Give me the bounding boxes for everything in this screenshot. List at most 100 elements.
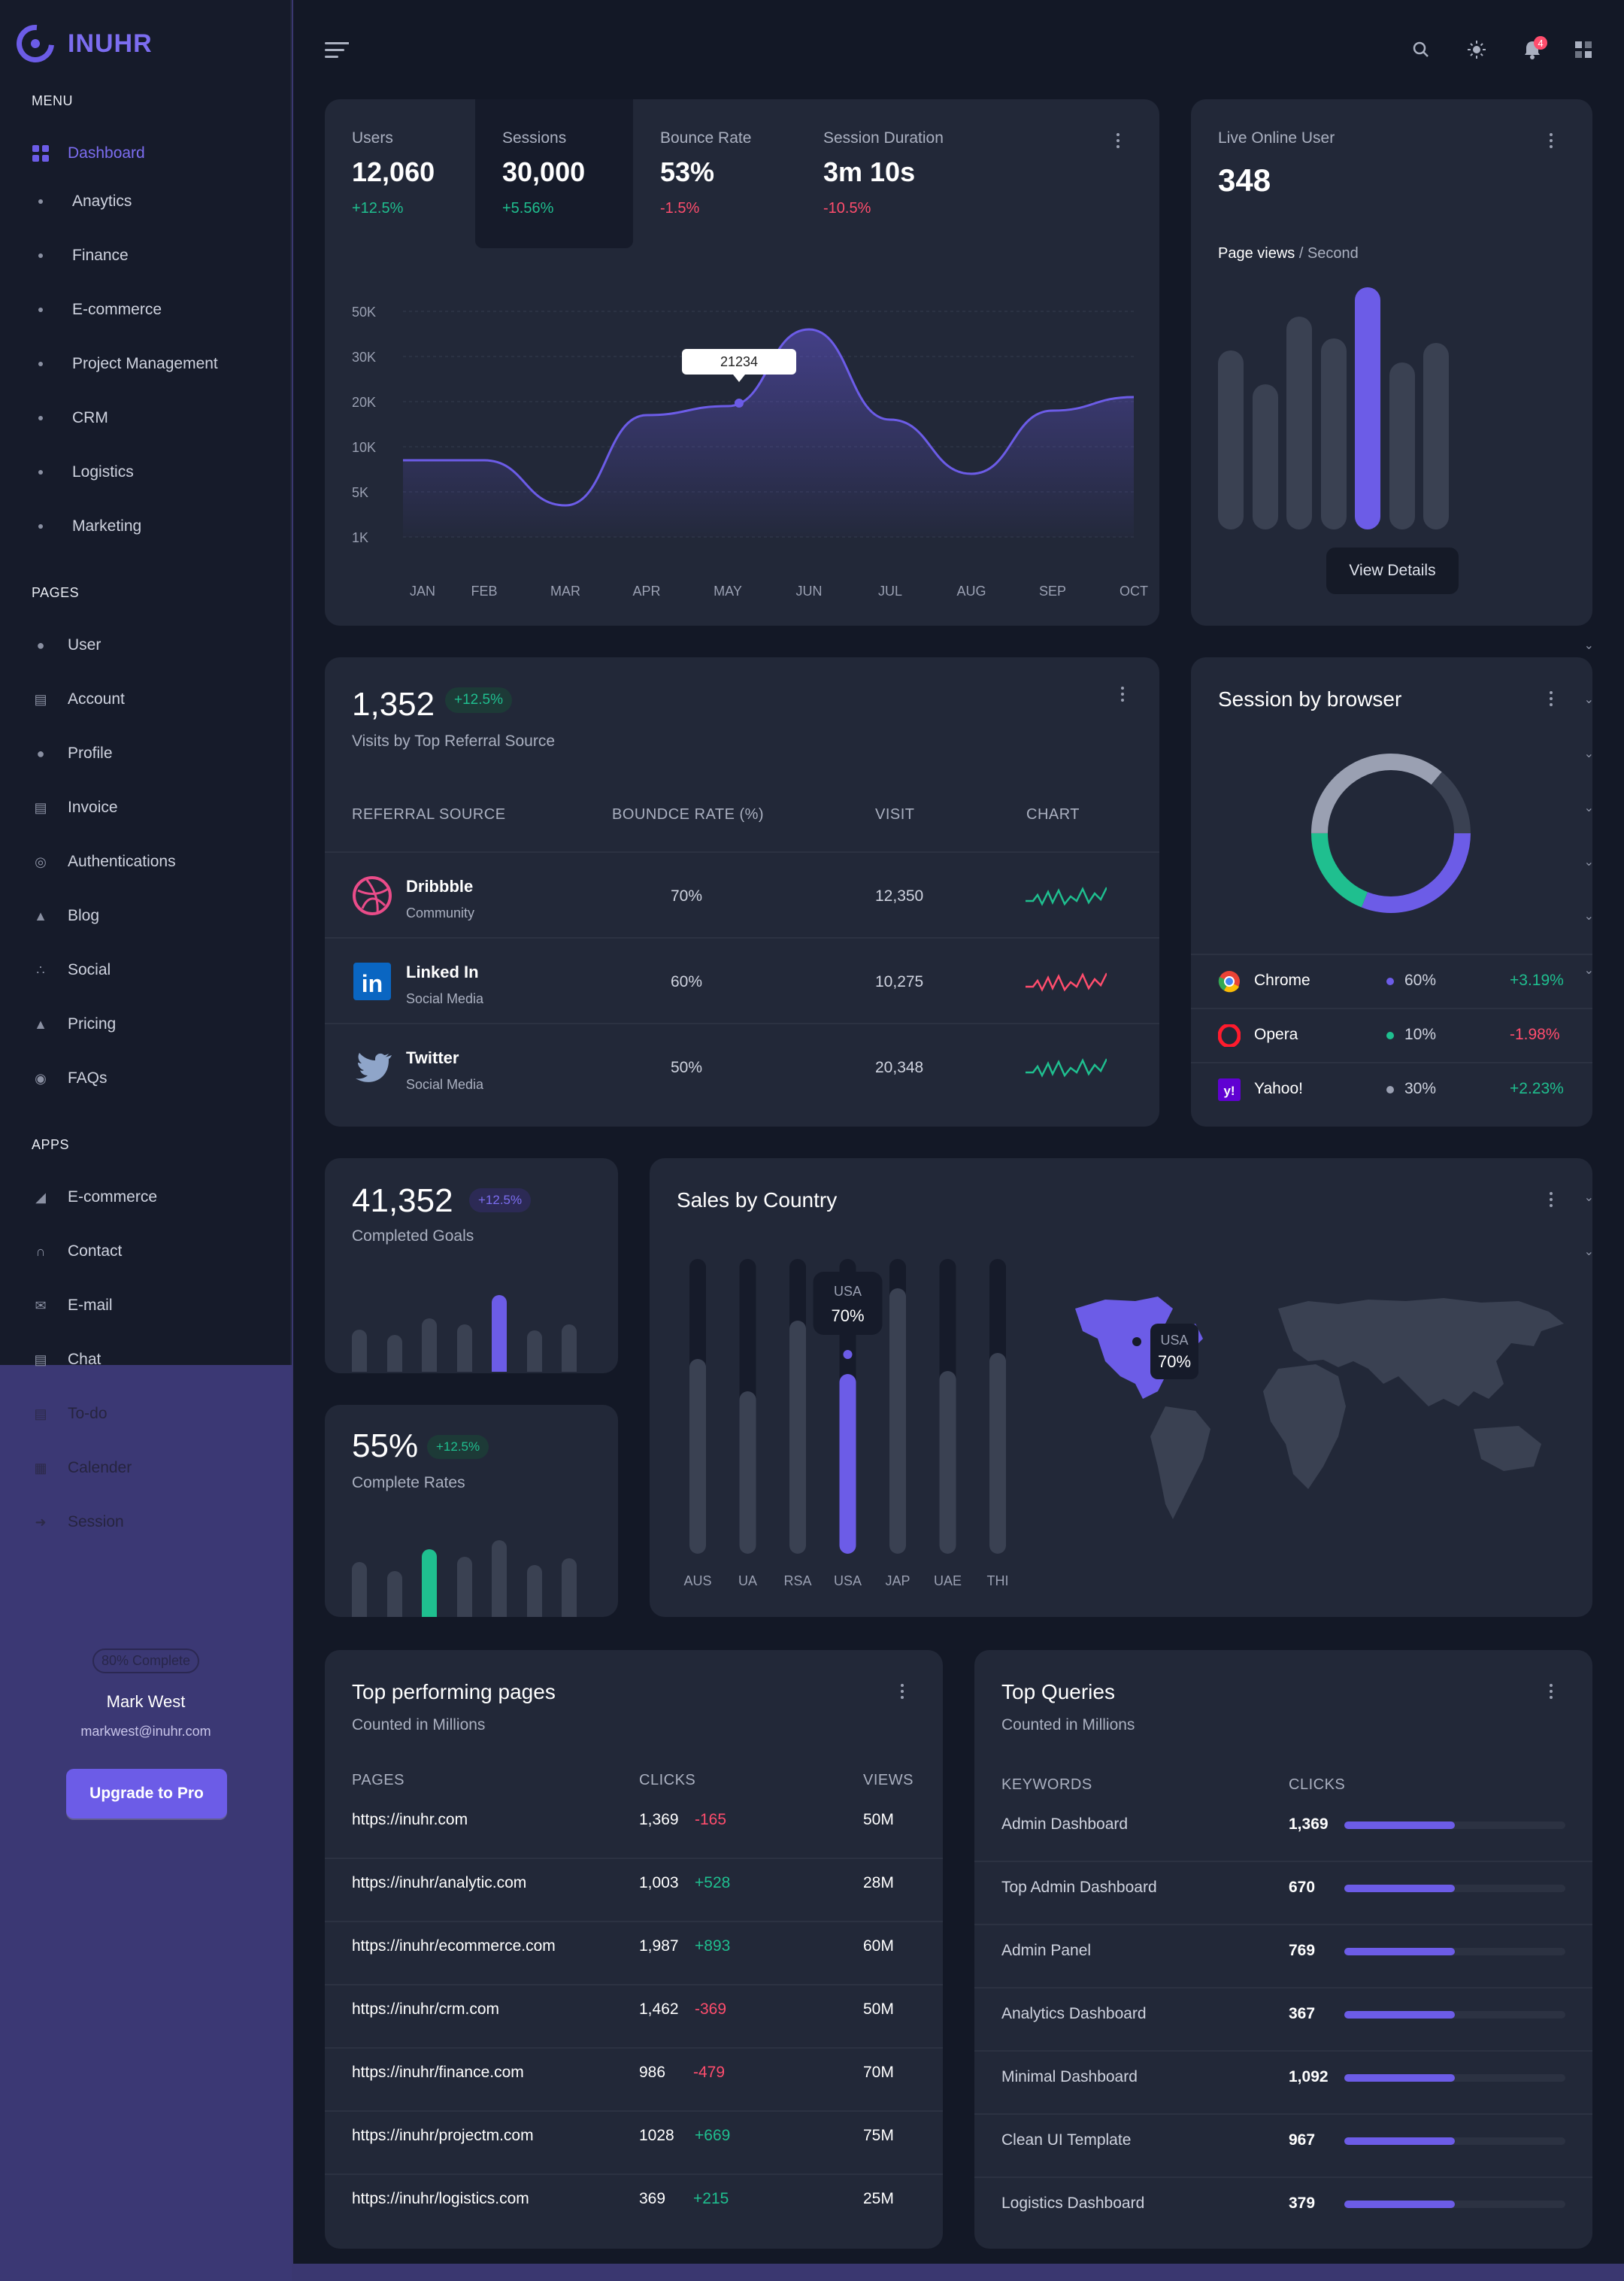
sidebar-item-faqs[interactable]: ◉ FAQs — [32, 1062, 1594, 1095]
x-tick-label: FEB — [471, 584, 497, 599]
hamburger-icon — [325, 42, 349, 58]
referral-source-name[interactable]: Linked In — [406, 963, 479, 981]
query-progress-fill — [1344, 2137, 1455, 2145]
page-delta: -369 — [695, 2000, 727, 2018]
y-tick-label: 30K — [352, 350, 376, 365]
sidebar-item-label: Invoice — [68, 799, 118, 816]
sidebar-item-calender[interactable]: ▦ Calender — [32, 1451, 1594, 1485]
col-bounce-rate: BOUNDCE RATE (%) — [612, 806, 765, 823]
mini-bar — [526, 1330, 542, 1372]
trend-sparkline — [1026, 881, 1108, 908]
search-button[interactable] — [1409, 38, 1433, 62]
row-divider — [1191, 954, 1592, 955]
query-progress-fill — [1344, 2011, 1455, 2019]
view-details-button[interactable]: View Details — [1326, 548, 1459, 594]
page-views: 75M — [863, 2127, 894, 2144]
pageviews-bar — [1252, 384, 1278, 529]
stat-value: 53% — [660, 156, 715, 187]
top-queries-menu-button[interactable] — [1544, 1680, 1559, 1703]
menu-toggle-button[interactable] — [325, 38, 349, 62]
sidebar-item-contact[interactable]: ∩ Contact ⌄ — [32, 1235, 1594, 1268]
sidebar-item-pricing[interactable]: ▲ Pricing — [32, 1008, 1594, 1041]
country-menu-button[interactable] — [1544, 1188, 1559, 1211]
bullet-icon — [38, 470, 43, 475]
sidebar-subitem[interactable]: Project Management — [32, 347, 1594, 381]
query-clicks: 1,369 — [1289, 1815, 1329, 1833]
page-delta: +528 — [695, 1874, 731, 1891]
x-tick-label: SEP — [1039, 584, 1066, 599]
referral-menu-button[interactable] — [1115, 683, 1130, 705]
sidebar-item-blog[interactable]: ▲ Blog ⌄ — [32, 899, 1594, 933]
referral-badge: +12.5% — [445, 687, 512, 713]
notifications-button[interactable]: 4 — [1520, 36, 1547, 62]
sidebar-item-invoice[interactable]: ▤ Invoice ⌄ — [32, 791, 1594, 824]
calendar-icon: ▦ — [34, 1460, 47, 1476]
sidebar-subitem-label: E-commerce — [72, 301, 162, 318]
country-bar — [989, 1353, 1006, 1554]
live-menu-button[interactable] — [1544, 129, 1559, 152]
row-divider — [974, 1987, 1592, 1988]
pageviews-title: Page views — [1218, 245, 1295, 262]
sidebar-item-session[interactable]: ➜ Session — [32, 1506, 1594, 1539]
brand-logo[interactable]: INUHR — [8, 17, 153, 71]
traffic-menu-button[interactable] — [1110, 129, 1126, 152]
referral-source-name[interactable]: Dribbble — [406, 877, 474, 896]
referral-rate: 70% — [671, 887, 703, 905]
live-users-label: Live Online User — [1218, 129, 1335, 147]
sidebar-subitem[interactable]: Anaytics — [32, 185, 1594, 218]
chevron-down-icon: ⌄ — [1583, 910, 1594, 923]
sidebar-item-label: User — [68, 636, 102, 654]
page-url[interactable]: https://inuhr/projectm.com — [352, 2127, 534, 2144]
stat-value: 3m 10s — [823, 156, 916, 187]
query-progress-fill — [1344, 2201, 1455, 2208]
apps-button[interactable] — [1571, 38, 1595, 62]
page-url[interactable]: https://inuhr/finance.com — [352, 2064, 524, 2081]
sidebar-item-chat[interactable]: ▤ Chat — [32, 1343, 1594, 1376]
sidebar-subitem[interactable]: CRM — [32, 402, 1594, 435]
chevron-down-icon: ⌄ — [1583, 964, 1594, 977]
upgrade-button[interactable]: Upgrade to Pro — [66, 1769, 227, 1818]
sidebar-item-to-do[interactable]: ▤ To-do — [32, 1397, 1594, 1430]
y-tick-label: 1K — [352, 530, 368, 545]
user-name: Mark West — [106, 1692, 186, 1711]
sidebar-item-authentications[interactable]: ◎ Authentications ⌄ — [32, 845, 1594, 878]
map-tooltip-label: USA — [1160, 1333, 1188, 1348]
top-queries-subtitle: Counted in Millions — [1001, 1716, 1135, 1733]
referral-source-name[interactable]: Twitter — [406, 1048, 459, 1067]
sidebar-item-profile[interactable]: ● Profile ⌄ — [32, 737, 1594, 770]
referral-rate: 60% — [671, 973, 703, 990]
chevron-down-icon: ⌄ — [1583, 802, 1594, 814]
sidebar-subitem-label: Logistics — [72, 463, 134, 481]
sidebar-item-e-commerce[interactable]: ◢ E-commerce ⌄ — [32, 1181, 1594, 1214]
page-url[interactable]: https://inuhr/analytic.com — [352, 1874, 527, 1891]
sidebar-subitem[interactable]: Marketing — [32, 510, 1594, 543]
eurasia-shape — [1278, 1298, 1564, 1406]
browser-menu-button[interactable] — [1544, 687, 1559, 710]
sidebar-subitem[interactable]: Logistics — [32, 456, 1594, 489]
sidebar-subitem[interactable]: E-commerce — [32, 293, 1594, 326]
sidebar-item-user[interactable]: ● User ⌄ — [32, 629, 1594, 662]
headset-icon: ∩ — [35, 1243, 46, 1259]
query-keyword: Minimal Dashboard — [1001, 2068, 1138, 2085]
theme-toggle-button[interactable] — [1465, 38, 1489, 62]
goals-subtitle: Completed Goals — [352, 1227, 474, 1245]
page-url[interactable]: https://inuhr/crm.com — [352, 2000, 500, 2018]
page-url[interactable]: https://inuhr/logistics.com — [352, 2190, 529, 2207]
sidebar-subitem[interactable]: Finance — [32, 239, 1594, 272]
stat-value: 30,000 — [502, 156, 586, 187]
query-clicks: 367 — [1289, 2005, 1316, 2022]
goals-badge: +12.5% — [469, 1188, 532, 1212]
donut-slice — [1311, 754, 1471, 913]
map-tooltip-value: 70% — [1158, 1352, 1191, 1371]
country-tick-label: RSA — [783, 1573, 811, 1588]
sidebar-item-e-mail[interactable]: ✉ E-mail — [32, 1289, 1594, 1322]
page-delta: -165 — [695, 1811, 727, 1828]
top-pages-menu-button[interactable] — [895, 1680, 910, 1703]
sidebar-item-account[interactable]: ▤ Account ⌄ — [32, 683, 1594, 716]
page-url[interactable]: https://inuhr.com — [352, 1811, 468, 1828]
query-progress-fill — [1344, 1948, 1455, 1955]
sidebar-item-social[interactable]: ∴ Social ⌄ — [32, 954, 1594, 987]
top-pages-card — [325, 1650, 943, 2249]
page-url[interactable]: https://inuhr/ecommerce.com — [352, 1937, 556, 1955]
sidebar-item-label: E-commerce — [68, 1188, 158, 1206]
